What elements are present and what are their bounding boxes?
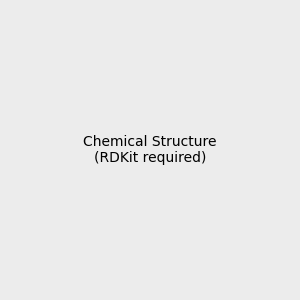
Text: Chemical Structure
(RDKit required): Chemical Structure (RDKit required) xyxy=(83,135,217,165)
